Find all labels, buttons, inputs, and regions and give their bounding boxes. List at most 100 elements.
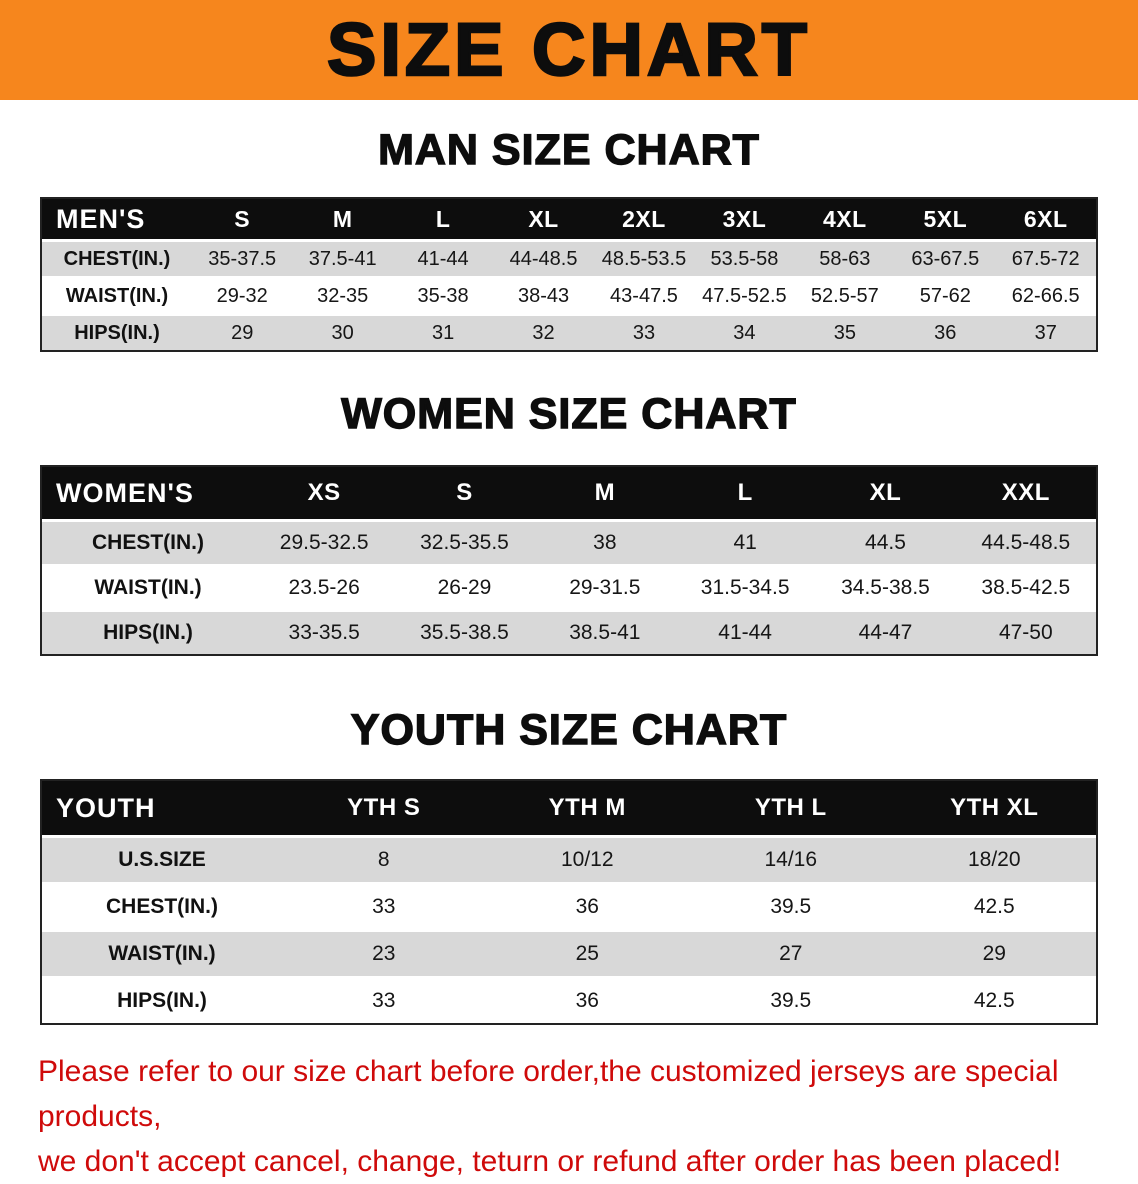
table-header-row: WOMEN'S XS S M L XL XXL bbox=[42, 467, 1096, 519]
column-header: 3XL bbox=[722, 205, 767, 232]
row-label: WAIST(IN.) bbox=[65, 284, 169, 307]
table-cell: 38 bbox=[593, 531, 617, 554]
row-label: CHEST(IN.) bbox=[106, 895, 218, 918]
column-header: YTH L bbox=[754, 794, 827, 821]
table-cell: 36 bbox=[575, 895, 599, 918]
column-header: S bbox=[456, 479, 473, 506]
table-cell: 41 bbox=[733, 531, 757, 554]
table-cell: 33 bbox=[632, 321, 656, 344]
disclaimer-line-1: Please refer to our size chart before or… bbox=[38, 1055, 1059, 1133]
table-cell: 25 bbox=[575, 942, 599, 965]
table-cell: 26-29 bbox=[437, 576, 492, 599]
table-cell: 39.5 bbox=[770, 989, 812, 1012]
table-cell: 29.5-32.5 bbox=[279, 531, 369, 554]
table-cell: 32.5-35.5 bbox=[420, 531, 509, 554]
table-cell: 44.5-48.5 bbox=[981, 531, 1071, 554]
table-row: U.S.SIZE 8 10/12 14/16 18/20 bbox=[42, 835, 1096, 882]
table-cell: 29-32 bbox=[216, 284, 268, 307]
table-cell: 67.5-72 bbox=[1011, 247, 1080, 270]
order-disclaimer: Please refer to our size chart before or… bbox=[38, 1049, 1100, 1184]
table-body: U.S.SIZE 8 10/12 14/16 18/20 CHEST(IN.) 33 36 39… bbox=[42, 835, 1096, 1023]
column-header: S bbox=[234, 205, 251, 232]
table-row: HIPS(IN.) 33-35.5 35.5-38.5 38.5-41 41-44 44-… bbox=[42, 609, 1096, 654]
column-header: YTH XL bbox=[950, 794, 1039, 821]
column-header: 4XL bbox=[823, 205, 867, 232]
column-header: XL bbox=[869, 479, 902, 506]
table-cell: 29 bbox=[231, 321, 254, 344]
table-cell: 44.5 bbox=[865, 531, 906, 554]
table-cell: 36 bbox=[575, 989, 599, 1012]
table-cell: 37.5-41 bbox=[308, 247, 377, 270]
table-cell: 8 bbox=[377, 848, 390, 871]
column-header: YTH M bbox=[548, 794, 626, 821]
table-cell: 39.5 bbox=[770, 895, 812, 918]
table-cell: 37 bbox=[1034, 321, 1057, 344]
table-row: WAIST(IN.) 23 25 27 29 bbox=[42, 929, 1096, 976]
row-label: U.S.SIZE bbox=[118, 848, 206, 871]
table-cell: 30 bbox=[331, 321, 354, 344]
table-row: HIPS(IN.) 33 36 39.5 42.5 bbox=[42, 976, 1096, 1023]
table-cell: 38-43 bbox=[517, 284, 570, 307]
table-cell: 35-37.5 bbox=[208, 247, 277, 270]
column-header: M bbox=[594, 479, 616, 506]
women-size-chart-heading: WOMEN SIZE CHART bbox=[341, 389, 797, 438]
table-cell: 41-44 bbox=[417, 247, 469, 270]
row-label: WAIST(IN.) bbox=[108, 942, 216, 965]
table-corner-label: MEN'S bbox=[56, 203, 146, 234]
youth-size-table: YOUTH YTH S YTH M YTH L YTH XL U.S.SIZE 8 10/12… bbox=[40, 779, 1098, 1025]
men-size-table: MEN'S S M L XL 2XL 3XL 4XL 5XL 6XL CHEST(IN.) 35-37… bbox=[40, 197, 1098, 352]
table-cell: 44-47 bbox=[858, 621, 913, 644]
table-cell: 18/20 bbox=[967, 848, 1021, 871]
table-cell: 35 bbox=[833, 321, 856, 344]
column-header: L bbox=[435, 205, 451, 232]
table-cell: 14/16 bbox=[764, 848, 818, 871]
column-header: XL bbox=[528, 205, 559, 232]
table-cell: 31.5-34.5 bbox=[700, 576, 790, 599]
table-cell: 62-66.5 bbox=[1011, 284, 1080, 307]
man-size-chart-heading: MAN SIZE CHART bbox=[377, 125, 760, 174]
table-body: CHEST(IN.) 29.5-32.5 32.5-35.5 38 41 44.5 44.5… bbox=[42, 519, 1096, 654]
table-cell: 43-47.5 bbox=[610, 284, 678, 307]
table-cell: 38.5-41 bbox=[569, 621, 641, 644]
disclaimer-line-2: we don't accept cancel, change, teturn o… bbox=[38, 1145, 1062, 1178]
table-row: CHEST(IN.) 35-37.5 37.5-41 41-44 44-48.5 48.5… bbox=[42, 239, 1096, 276]
size-chart-banner: SIZE CHART bbox=[0, 0, 1138, 100]
table-cell: 10/12 bbox=[560, 848, 614, 871]
table-cell: 35.5-38.5 bbox=[420, 621, 509, 644]
table-cell: 33 bbox=[372, 989, 396, 1012]
table-cell: 34 bbox=[733, 321, 756, 344]
column-header: L bbox=[737, 479, 753, 506]
table-cell: 47-50 bbox=[998, 621, 1053, 644]
table-header-row: YOUTH YTH S YTH M YTH L YTH XL bbox=[42, 781, 1096, 835]
table-cell: 63-67.5 bbox=[911, 247, 980, 270]
table-corner-label: WOMEN'S bbox=[56, 477, 194, 508]
table-cell: 58-63 bbox=[819, 247, 871, 270]
table-cell: 33-35.5 bbox=[288, 621, 360, 644]
table-header-row: MEN'S S M L XL 2XL 3XL 4XL 5XL 6XL bbox=[42, 199, 1096, 239]
table-cell: 29-31.5 bbox=[569, 576, 641, 599]
column-header: 6XL bbox=[1023, 205, 1068, 232]
column-header: M bbox=[332, 205, 353, 232]
table-cell: 23.5-26 bbox=[288, 576, 360, 599]
youth-size-chart-heading: YOUTH SIZE CHART bbox=[350, 705, 788, 754]
table-row: CHEST(IN.) 29.5-32.5 32.5-35.5 38 41 44.5 44.5… bbox=[42, 519, 1096, 564]
table-cell: 52.5-57 bbox=[810, 284, 879, 307]
table-cell: 27 bbox=[779, 942, 803, 965]
table-cell: 47.5-52.5 bbox=[702, 284, 787, 307]
table-cell: 42.5 bbox=[973, 989, 1015, 1012]
table-corner-label: YOUTH bbox=[56, 792, 156, 823]
table-cell: 42.5 bbox=[973, 895, 1015, 918]
column-header: XS bbox=[307, 479, 341, 506]
row-label: CHEST(IN.) bbox=[92, 531, 204, 554]
row-label: WAIST(IN.) bbox=[94, 576, 202, 599]
row-label: HIPS(IN.) bbox=[74, 321, 160, 344]
table-cell: 41-44 bbox=[718, 621, 772, 644]
table-cell: 53.5-58 bbox=[710, 247, 779, 270]
women-size-table: WOMEN'S XS S M L XL XXL CHEST(IN.) 29.5-32.5 32.5… bbox=[40, 465, 1098, 656]
table-row: WAIST(IN.) 29-32 32-35 35-38 38-43 43-47.5 47.… bbox=[42, 276, 1096, 313]
row-label: CHEST(IN.) bbox=[63, 247, 171, 270]
table-cell: 29 bbox=[982, 942, 1006, 965]
table-cell: 34.5-38.5 bbox=[841, 576, 930, 599]
table-cell: 32 bbox=[532, 321, 555, 344]
